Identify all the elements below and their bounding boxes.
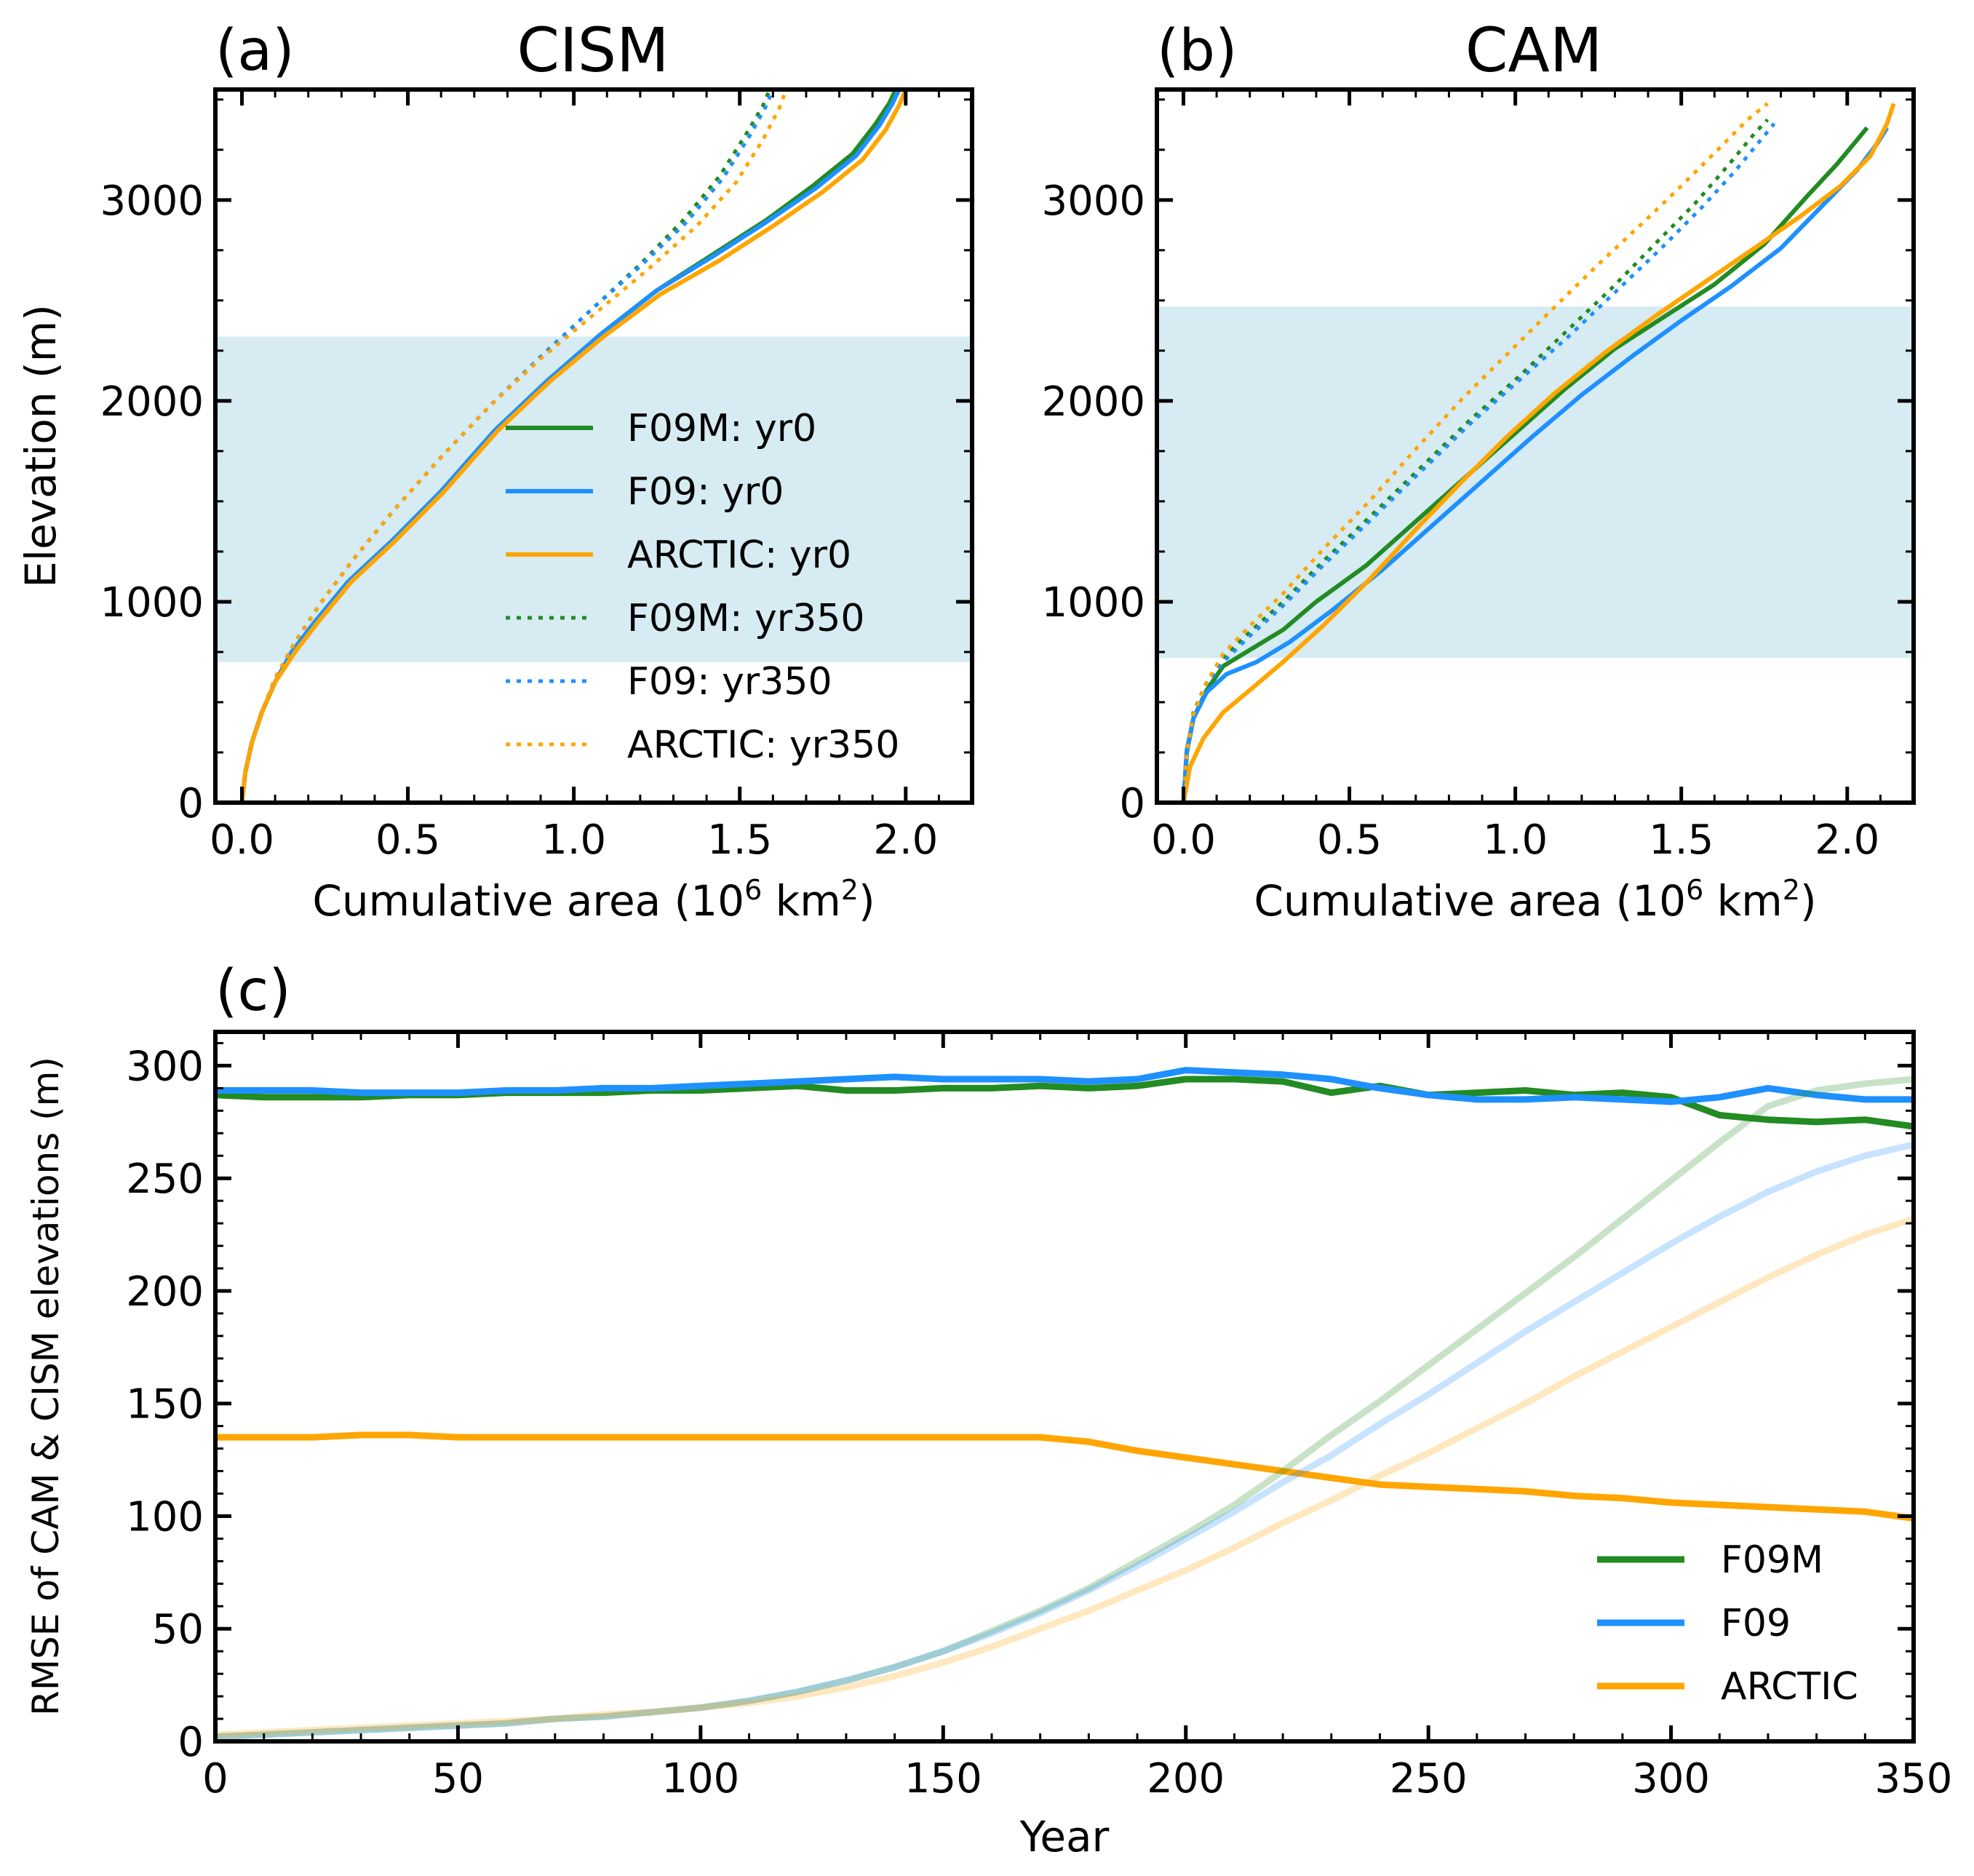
b-xtick-label: 1.5 bbox=[1649, 816, 1714, 864]
a-ytick-label: 1000 bbox=[100, 579, 204, 627]
panel-c-frame bbox=[213, 1030, 1916, 1744]
c-xtick-label: 0 bbox=[202, 1755, 228, 1803]
c-ytick-label: 0 bbox=[178, 1719, 204, 1766]
b-xtick-label: 0.0 bbox=[1151, 816, 1216, 864]
panel-a-xlabel: Cumulative area (106 km2) bbox=[312, 874, 875, 926]
b-xtick-label: 2.0 bbox=[1815, 816, 1879, 864]
c-ytick-label: 250 bbox=[126, 1156, 204, 1203]
a-xtick-label: 1.0 bbox=[541, 816, 606, 864]
b-ytick-label: 3000 bbox=[1041, 178, 1145, 225]
b-series-line bbox=[1181, 126, 1890, 803]
legend-c-label: F09M bbox=[1721, 1538, 1823, 1582]
c-xtick-label: 50 bbox=[432, 1755, 484, 1803]
legend-a-label: ARCTIC: yr350 bbox=[627, 723, 899, 767]
b-xtick-label: 1.0 bbox=[1483, 816, 1548, 864]
a-ytick-label: 2000 bbox=[100, 378, 204, 426]
a-series-line bbox=[239, 88, 908, 803]
legend-a-label: F09: yr350 bbox=[627, 660, 832, 704]
panel-a-legend: F09M: yr0 F09: yr0 ARCTIC: yr0 F09M: yr350 F… bbox=[506, 407, 899, 767]
c-xtick-label: 150 bbox=[904, 1755, 982, 1803]
a-ytick-label: 3000 bbox=[100, 178, 204, 225]
panel-c: (c) 0 50 100 150 200 250 300 350 0 50 100 150 200 250… bbox=[25, 958, 1952, 1861]
panel-b-xlabel: Cumulative area (106 km2) bbox=[1254, 874, 1816, 926]
c-series-line bbox=[215, 1431, 1914, 1522]
a-xtick-label: 0.0 bbox=[210, 816, 274, 864]
panel-b-letter: (b) bbox=[1157, 18, 1237, 84]
c-xtick-label: 250 bbox=[1390, 1755, 1468, 1803]
panel-b: (b) CAM 0.0 0.5 1.0 1.5 2.0 0 1000 2000 3000 Cum… bbox=[1041, 15, 1916, 926]
legend-a-label: ARCTIC: yr0 bbox=[627, 533, 851, 577]
panel-a-ylabel: Elevation (m) bbox=[16, 304, 65, 588]
a-shaded-band bbox=[215, 336, 972, 662]
c-ytick-label: 50 bbox=[152, 1606, 204, 1653]
c-ytick-label: 150 bbox=[126, 1381, 204, 1428]
a-xtick-label: 0.5 bbox=[375, 816, 440, 864]
a-xtick-label: 1.5 bbox=[707, 816, 772, 864]
c-series-line bbox=[215, 1215, 1915, 1738]
b-series-line bbox=[1181, 103, 1896, 803]
panel-b-frame bbox=[1155, 87, 1916, 805]
panel-a-letter: (a) bbox=[215, 18, 295, 84]
legend-c-label: ARCTIC bbox=[1721, 1665, 1858, 1709]
c-ytick-label: 200 bbox=[126, 1268, 204, 1316]
c-series-line bbox=[215, 1067, 1914, 1105]
c-xtick-label: 350 bbox=[1875, 1755, 1953, 1803]
a-xtick-label: 2.0 bbox=[873, 816, 938, 864]
c-xtick-label: 100 bbox=[661, 1755, 739, 1803]
panel-a-frame bbox=[213, 87, 974, 805]
panel-c-xlabel: Year bbox=[1019, 1812, 1110, 1861]
b-ytick-label: 1000 bbox=[1041, 579, 1145, 627]
legend-a-label: F09M: yr0 bbox=[627, 407, 816, 450]
c-series-line bbox=[215, 1141, 1915, 1741]
panel-c-letter: (c) bbox=[215, 958, 291, 1024]
b-xtick-label: 0.5 bbox=[1317, 816, 1382, 864]
c-xtick-label: 300 bbox=[1632, 1755, 1710, 1803]
panel-c-ylabel: RMSE of CAM & CISM elevations (m) bbox=[25, 1057, 67, 1716]
legend-c-label: F09 bbox=[1721, 1602, 1791, 1645]
panel-c-legend: F09M F09 ARCTIC bbox=[1597, 1538, 1858, 1709]
panel-a: (a) CISM 0.0 0.5 1.0 1.5 2.0 0 1000 2000 3000 Cu… bbox=[16, 15, 974, 926]
a-series-line bbox=[240, 89, 788, 803]
b-ytick-label: 2000 bbox=[1041, 378, 1145, 426]
b-ytick-label: 0 bbox=[1119, 780, 1145, 827]
legend-a-label: F09M: yr350 bbox=[627, 597, 864, 640]
c-series-line bbox=[215, 1076, 1914, 1741]
c-ytick-label: 300 bbox=[126, 1043, 204, 1090]
a-ytick-label: 0 bbox=[178, 780, 204, 827]
panel-a-title: CISM bbox=[517, 15, 669, 86]
c-ytick-label: 100 bbox=[126, 1493, 204, 1541]
c-xtick-label: 200 bbox=[1147, 1755, 1225, 1803]
panel-b-title: CAM bbox=[1465, 15, 1603, 86]
b-series-line bbox=[1182, 102, 1769, 803]
b-shaded-band bbox=[1157, 306, 1914, 659]
legend-a-label: F09: yr0 bbox=[627, 470, 784, 514]
